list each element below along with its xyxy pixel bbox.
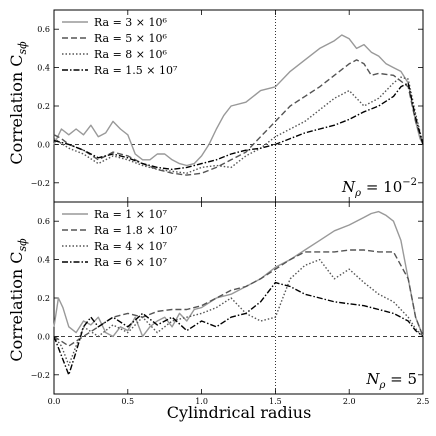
y-tick-label: −0.2 [31, 179, 50, 188]
panel-top: 0.6 0.4 0.2 0.0 −0.2 Ra = 3 × 10⁶ Ra = 5 × 10⁶… [31, 9, 424, 203]
x-tick-label: 0.5 [121, 397, 134, 406]
panel-bottom: 0.6 0.4 0.2 0.0 −0.2 0.0 0.5 1.0 1.5 2.0 2.5 Ra = 1… [31, 201, 430, 406]
legend-label-4: Ra = 6 × 10⁷ [94, 256, 168, 269]
x-tick-label: 2.0 [343, 397, 356, 406]
panel-annotation: Nρ = 10−2 [341, 177, 417, 199]
x-tick-label: 1.5 [269, 397, 282, 406]
x-tick-label: 1.0 [195, 397, 208, 406]
x-axis-title: Cylindrical radius [167, 403, 312, 422]
legend-label-2: Ra = 5 × 10⁶ [94, 32, 168, 45]
y-tick-label: 0.0 [37, 140, 50, 149]
series-line-4 [53, 281, 424, 376]
legend-label-1: Ra = 1 × 10⁷ [94, 208, 168, 221]
y-tick-label: 0.2 [37, 102, 50, 111]
y-axis-title-bottom: Correlation Csϕ [7, 238, 29, 362]
legend-label-4: Ra = 1.5 × 10⁷ [94, 64, 178, 77]
panel-annotation: Nρ = 5 [365, 370, 417, 391]
legend-label-1: Ra = 3 × 10⁶ [94, 16, 168, 29]
series-line-1 [53, 34, 424, 167]
y-tick-label: 0.6 [37, 25, 50, 34]
y-tick-label: −0.2 [31, 371, 50, 380]
series-line-2 [53, 59, 424, 176]
x-tick-label: 0.0 [48, 397, 61, 406]
series-line-1 [53, 210, 424, 338]
legend-label-2: Ra = 1.8 × 10⁷ [94, 224, 178, 237]
x-tick-label: 2.5 [417, 397, 430, 406]
legend-label-3: Ra = 8 × 10⁶ [94, 48, 168, 61]
y-tick-label: 0.6 [37, 217, 50, 226]
series-line-4 [53, 82, 424, 171]
y-tick-label: 0.4 [37, 64, 50, 73]
series-line-3 [53, 76, 424, 174]
y-tick-label: 0.2 [37, 294, 50, 303]
series-line-2 [53, 249, 424, 347]
y-tick-label: 0.4 [37, 256, 50, 265]
y-axis-title-top: Correlation Csϕ [7, 41, 29, 165]
legend-label-3: Ra = 4 × 10⁷ [94, 240, 168, 253]
y-tick-label: 0.0 [37, 332, 50, 341]
series-line-3 [53, 258, 424, 366]
